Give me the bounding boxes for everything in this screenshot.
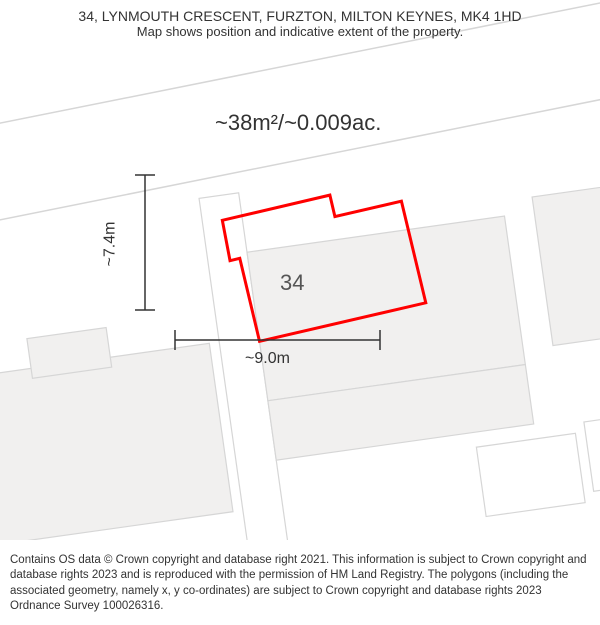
house-number-label: 34 xyxy=(280,270,304,296)
area-label: ~38m²/~0.009ac. xyxy=(215,110,381,136)
height-dimension-label: ~7.4m xyxy=(101,222,119,267)
map-canvas: ~38m²/~0.009ac. ~7.4m ~9.0m 34 xyxy=(0,0,600,540)
page-subtitle: Map shows position and indicative extent… xyxy=(10,24,590,39)
header: 34, LYNMOUTH CRESCENT, FURZTON, MILTON K… xyxy=(0,0,600,43)
width-dimension-label: ~9.0m xyxy=(245,350,290,368)
copyright-footer: Contains OS data © Crown copyright and d… xyxy=(0,547,600,625)
page-title: 34, LYNMOUTH CRESCENT, FURZTON, MILTON K… xyxy=(10,8,590,24)
